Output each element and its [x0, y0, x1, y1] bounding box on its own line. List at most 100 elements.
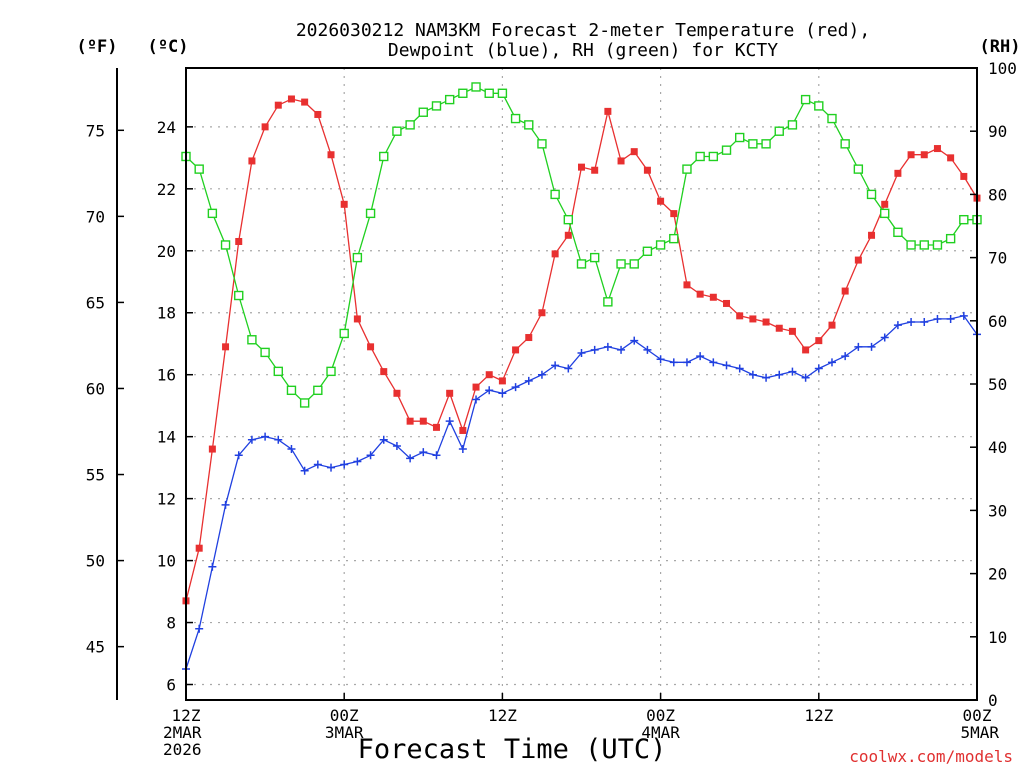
temperature-point: [512, 346, 520, 354]
rh-point: [603, 297, 613, 307]
dewpoint-point: [340, 460, 349, 469]
fahrenheit-tick-label: 60: [86, 379, 105, 398]
temperature-point: [446, 389, 454, 397]
dewpoint-point: [472, 395, 481, 404]
rh-point: [721, 145, 732, 155]
temperature-point: [617, 157, 625, 165]
rh-point: [906, 240, 916, 250]
dewpoint-point: [577, 349, 586, 358]
dewpoint-point: [432, 451, 441, 460]
celsius-tick-label: 6: [166, 676, 176, 695]
rh-point: [695, 151, 705, 162]
rh-point: [365, 208, 376, 219]
temperature-point: [353, 315, 361, 323]
dewpoint-point: [287, 445, 296, 454]
temperature-point: [419, 417, 427, 425]
rh-point: [748, 139, 758, 149]
rh-point: [194, 164, 204, 174]
dewpoint-point: [208, 562, 217, 571]
dewpoint-point: [880, 333, 889, 342]
rh-point: [893, 227, 903, 238]
rh-point: [299, 398, 310, 408]
dewpoint-point: [893, 321, 902, 330]
temperature-point: [248, 157, 256, 165]
dewpoint-point: [748, 370, 757, 379]
temperature-point: [604, 107, 612, 115]
rh-tick-label: 10: [988, 628, 1007, 647]
dewpoint-point: [392, 441, 401, 450]
fahrenheit-tick-label: 45: [86, 638, 105, 657]
dewpoint-point: [841, 352, 850, 361]
temperature-point: [208, 445, 216, 453]
dewpoint-point: [603, 342, 612, 351]
dewpoint-point: [959, 311, 968, 320]
rh-point: [642, 246, 653, 256]
dewpoint-point: [327, 463, 336, 472]
dewpoint-point: [195, 624, 204, 633]
rh-point: [220, 240, 231, 250]
rh-tick-label: 40: [988, 438, 1007, 457]
dewpoint-point: [735, 364, 744, 373]
rh-point: [247, 335, 257, 345]
rh-tick-label: 100: [988, 59, 1017, 78]
temperature-point: [881, 200, 889, 208]
fahrenheit-tick-label: 75: [86, 121, 105, 140]
rh-point: [853, 164, 864, 174]
dewpoint-point: [788, 367, 797, 376]
grid-lines: [186, 68, 977, 700]
rh-point: [932, 240, 943, 250]
x-tick-label: 2026: [163, 740, 202, 759]
rh-point: [497, 88, 508, 98]
temperature-point: [498, 377, 506, 385]
dewpoint-line: [185, 315, 978, 670]
dewpoint-point: [379, 435, 388, 444]
dewpoint-point: [709, 358, 718, 367]
celsius-tick-label: 14: [157, 428, 176, 447]
rh-point: [379, 151, 389, 162]
dewpoint-point: [419, 448, 428, 457]
rh-tick-label: 30: [988, 501, 1007, 520]
dewpoint-point: [313, 460, 322, 469]
dewpoint-point: [221, 500, 230, 509]
dewpoint-point: [854, 342, 863, 351]
temperature-point: [762, 318, 770, 326]
rh-point: [945, 233, 956, 244]
dewpoint-point: [722, 361, 731, 370]
x-tick-label: 3MAR: [325, 723, 364, 742]
temperature-point: [630, 148, 638, 156]
temperature-point: [195, 544, 203, 552]
temperature-point: [459, 426, 467, 434]
dewpoint-point: [669, 358, 678, 367]
dewpoint-point: [551, 361, 560, 370]
temperature-point: [709, 293, 717, 301]
rh-point: [207, 208, 218, 219]
rh-point: [774, 126, 784, 136]
temperature-point: [287, 95, 295, 103]
temperature-point: [683, 281, 691, 289]
rh-tick-label: 70: [988, 249, 1007, 268]
temperature-point: [749, 315, 757, 323]
rh-point: [669, 233, 679, 244]
temperature-point: [380, 368, 388, 376]
rh-tick-label: 20: [988, 565, 1007, 584]
dewpoint-point: [564, 364, 573, 373]
dewpoint-point: [643, 345, 652, 354]
celsius-tick-label: 24: [157, 118, 176, 137]
rh-point: [866, 189, 877, 200]
temperature-point: [920, 151, 928, 159]
dewpoint-point: [656, 355, 665, 364]
rh-point: [510, 113, 521, 124]
dewpoint-point: [406, 454, 415, 463]
dewpoint-point: [366, 451, 375, 460]
rh-point: [471, 82, 481, 92]
rh-point: [840, 139, 850, 149]
dewpoint-point: [261, 432, 270, 441]
chart-title: 2026030212 NAM3KM Forecast 2-meter Tempe…: [296, 20, 870, 41]
temperature-point: [670, 210, 678, 218]
temperature-point: [393, 389, 401, 397]
rh-point: [524, 120, 534, 130]
celsius-tick-label: 8: [166, 614, 176, 633]
rh-point: [919, 240, 929, 250]
temperature-point: [643, 166, 651, 174]
dewpoint-point: [485, 386, 494, 395]
